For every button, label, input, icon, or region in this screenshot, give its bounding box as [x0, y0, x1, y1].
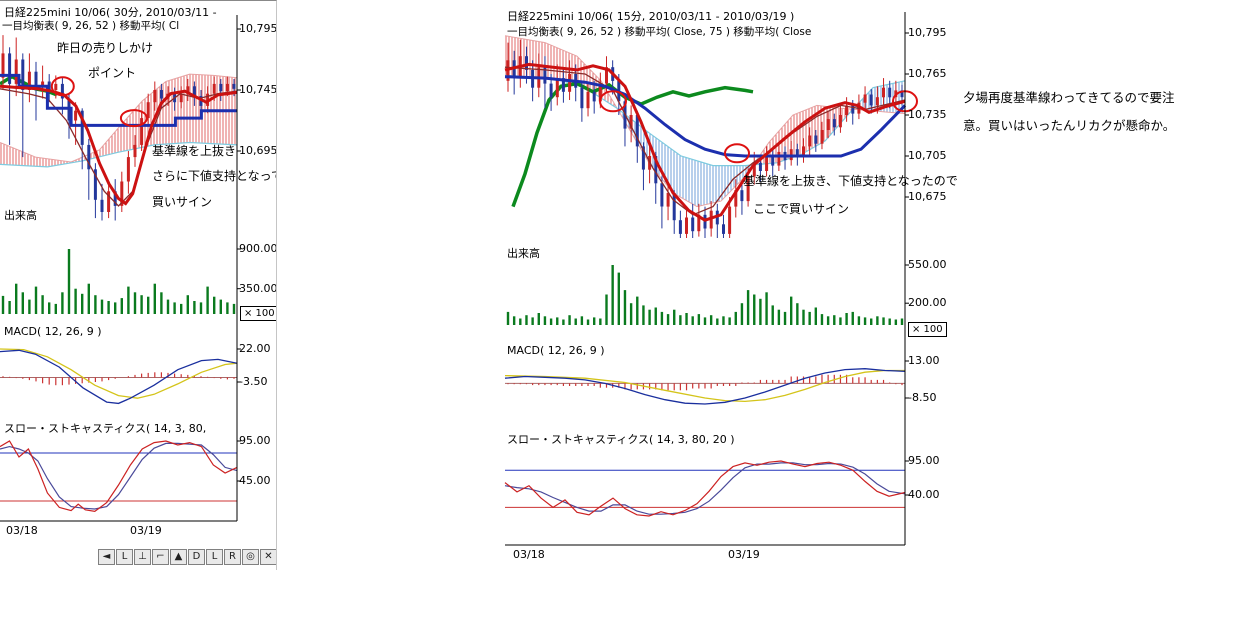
date-label: 03/18	[6, 524, 38, 537]
highlight-circle	[599, 90, 627, 113]
annotation-text: 昨日の売りしかけ	[57, 41, 154, 55]
price-axis-label: 10,745	[239, 83, 277, 96]
stoch-k-line	[0, 440, 238, 513]
macd-axis-label: -8.50	[908, 391, 937, 404]
macd-line	[0, 349, 238, 405]
volume-axis-label: 200.00	[908, 296, 947, 309]
analyst-note: 夕場再度基準線わってきてるので要注 意。買いはいったんリカクが懸命か。	[963, 84, 1175, 140]
annotation-text: さらに下値支持となってるので	[152, 169, 276, 183]
macd-pane-label: MACD( 12, 26, 9 )	[507, 344, 605, 357]
analyst-note-line2: 意。買いはいったんリカクが懸命か。	[963, 118, 1176, 133]
macd-axis-label: -3.50	[239, 375, 268, 388]
price-axis-label: 10,695	[239, 144, 277, 157]
price-axis-label: 10,705	[908, 149, 947, 162]
toolbar-button-9[interactable]: ✕	[260, 549, 276, 565]
macd-histogram	[2, 372, 235, 386]
chart-canvas-15min[interactable]	[500, 0, 960, 578]
toolbar-button-6[interactable]: L	[206, 549, 223, 565]
volume-pane-label: 出来高	[507, 247, 540, 260]
macd-line	[504, 368, 906, 405]
highlight-circle	[119, 109, 148, 128]
chart-window-15min: 日経225mini 10/06( 15分, 2010/03/11 - 2010/…	[500, 0, 960, 578]
indicator-settings-label: 一目均衡表( 9, 26, 52 ) 移動平均( Close, 75 ) 移動平…	[507, 26, 812, 38]
volume-axis-label: 900.00	[239, 242, 277, 255]
annotation-text: 基準線を上抜き、下値支持となったので	[743, 174, 958, 188]
senkou-a-line	[0, 73, 238, 163]
moving-average-line	[504, 62, 906, 222]
date-label: 03/19	[130, 524, 162, 537]
volume-scale-badge: × 100	[908, 322, 947, 337]
indicator-settings-label: 一目均衡表( 9, 26, 52 ) 移動平均( Cl	[2, 20, 180, 32]
macd-signal-line	[504, 369, 905, 403]
price-axis-label: 10,795	[908, 26, 947, 39]
toolbar-button-0[interactable]: ◄	[98, 549, 115, 565]
chart-title: 日経225mini 10/06( 30分, 2010/03/11 -	[4, 6, 217, 19]
toolbar-button-1[interactable]: L	[116, 549, 133, 565]
price-axis-label: 10,795	[239, 22, 277, 35]
stochastics-pane-label: スロー・ストキャスティクス( 14, 3, 80, 20 )	[507, 433, 735, 446]
volume-scale-badge: × 100	[240, 306, 276, 321]
volume-axis-label: 350.00	[239, 282, 277, 295]
toolbar-button-2[interactable]: ⊥	[134, 549, 151, 565]
stoch-axis-label: 45.00	[239, 474, 271, 487]
chart-toolbar: ◄ L ⊥ ⌐ ▲ D L R ◎ ✕	[98, 549, 276, 565]
annotation-text: ポイント	[88, 66, 137, 80]
price-axis-label: 10,675	[908, 190, 947, 203]
date-label: 03/18	[513, 548, 545, 561]
price-axis-label: 10,735	[908, 108, 947, 121]
highlight-circle	[724, 143, 750, 164]
chart-title: 日経225mini 10/06( 15分, 2010/03/11 - 2010/…	[507, 10, 795, 23]
annotation-text: 買いサイン	[152, 195, 213, 209]
toolbar-button-5[interactable]: D	[188, 549, 205, 565]
volume-bars	[1, 249, 236, 314]
date-label: 03/19	[728, 548, 760, 561]
volume-bars	[506, 265, 904, 325]
stoch-axis-label: 95.00	[239, 434, 271, 447]
volume-axis-label: 550.00	[908, 258, 947, 271]
chart-window-30min: 日経225mini 10/06( 30分, 2010/03/11 - 一目均衡表…	[0, 0, 277, 570]
macd-pane-label: MACD( 12, 26, 9 )	[4, 325, 102, 338]
macd-axis-label: 22.00	[239, 342, 271, 355]
annotation-text: ここで買いサイン	[753, 202, 850, 216]
toolbar-button-4[interactable]: ▲	[170, 549, 187, 565]
toolbar-button-7[interactable]: R	[224, 549, 241, 565]
toolbar-button-8[interactable]: ◎	[242, 549, 259, 565]
stoch-axis-label: 95.00	[908, 454, 940, 467]
kijun-line	[0, 73, 237, 127]
macd-signal-line	[0, 348, 238, 399]
macd-histogram	[507, 374, 903, 391]
analyst-note-line1: 夕場再度基準線わってきてるので要注	[963, 90, 1175, 105]
chart-canvas-30min[interactable]	[0, 1, 277, 570]
stoch-k-line	[504, 460, 906, 517]
kijun-line	[504, 75, 907, 158]
price-axis-label: 10,765	[908, 67, 947, 80]
annotation-text: 基準線を上抜き	[152, 144, 237, 158]
tenkan-line	[504, 66, 906, 216]
volume-pane-label: 出来高	[4, 209, 37, 222]
toolbar-button-3[interactable]: ⌐	[152, 549, 169, 565]
senkou-b-line	[0, 141, 238, 168]
senkou-b-line	[504, 74, 906, 167]
stoch-axis-label: 40.00	[908, 488, 940, 501]
stochastics-pane-label: スロー・ストキャスティクス( 14, 3, 80,	[4, 422, 207, 435]
highlight-circle	[50, 76, 75, 97]
macd-axis-label: 13.00	[908, 354, 940, 367]
